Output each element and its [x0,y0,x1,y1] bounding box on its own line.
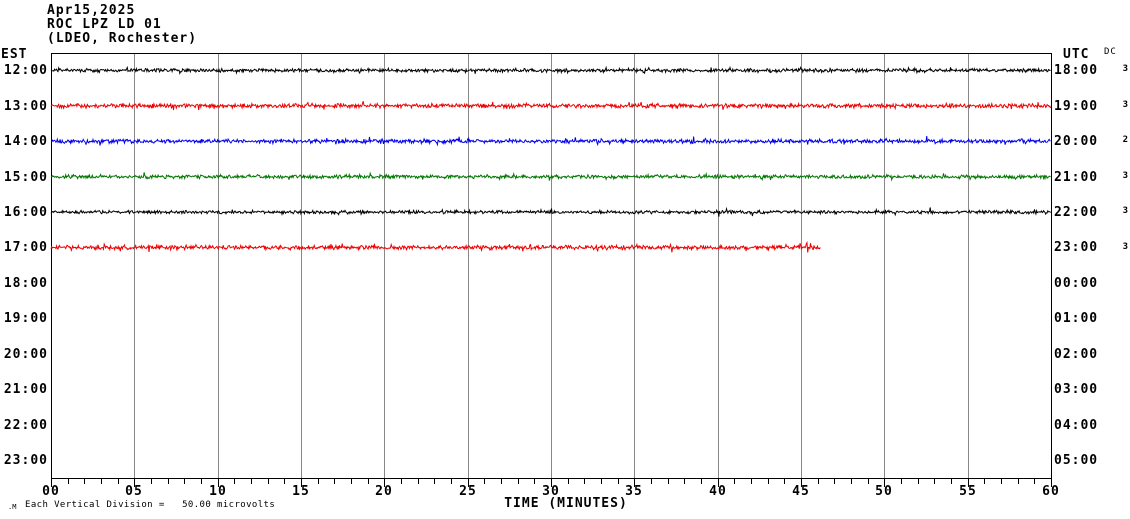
trace-17:00 [50,240,821,253]
dc-value: 3 [1122,100,1128,110]
x-tick-label: 50 [875,484,893,499]
est-time-label: 18:00 [3,276,48,291]
dc-value: 3 [1122,242,1128,252]
utc-time-label: 01:00 [1054,311,1099,326]
trace-13:00 [50,101,1052,111]
est-time-label: 17:00 [3,240,48,255]
x-tick-label: 40 [709,484,727,499]
est-time-label: 12:00 [3,63,48,78]
est-axis-label: EST [1,47,28,62]
dc-value: 2 [1122,135,1128,145]
trace-16:00 [50,206,1051,217]
dc-value: 3 [1122,64,1128,74]
x-tick-label: 05 [125,484,143,499]
header-station: ROC LPZ LD 01 [47,17,162,32]
x-tick-label: 10 [209,484,227,499]
trace-14:00 [50,135,1051,147]
x-tick-label: 55 [959,484,977,499]
est-time-label: 20:00 [3,347,48,362]
est-time-label: 23:00 [3,453,48,468]
utc-time-label: 00:00 [1054,276,1099,291]
est-time-label: 19:00 [3,311,48,326]
est-time-label: 21:00 [3,382,48,397]
est-time-label: 22:00 [3,418,48,433]
utc-time-label: 03:00 [1054,382,1099,397]
utc-time-label: 21:00 [1054,170,1099,185]
x-tick-label: 60 [1042,484,1060,499]
x-tick-label: 25 [459,484,477,499]
trace-15:00 [50,171,1051,182]
x-tick-label: 45 [792,484,810,499]
utc-time-label: 20:00 [1054,134,1099,149]
x-tick-label: 35 [625,484,643,499]
header-date: Apr15,2025 [47,3,136,18]
utc-time-label: 22:00 [1054,205,1099,220]
x-tick-label: 15 [292,484,310,499]
x-tick-label: 20 [375,484,393,499]
dc-value: 3 [1122,171,1128,181]
utc-time-label: 23:00 [1054,240,1099,255]
dc-value: 3 [1122,206,1128,216]
x-tick-label: 00 [42,484,60,499]
est-time-label: 13:00 [3,99,48,114]
est-time-label: 16:00 [3,205,48,220]
x-axis-label: TIME (MINUTES) [504,496,628,511]
header-location: (LDEO, Rochester) [47,31,198,46]
utc-time-label: 05:00 [1054,453,1099,468]
utc-time-label: 04:00 [1054,418,1099,433]
utc-time-label: 02:00 [1054,347,1099,362]
trace-12:00 [50,65,1051,76]
utc-time-label: 19:00 [1054,99,1099,114]
x-tick-label: 30 [542,484,560,499]
utc-axis-label: UTC [1063,47,1090,62]
est-time-label: 15:00 [3,170,48,185]
footer-mark: .M [8,503,17,511]
utc-time-label: 18:00 [1054,63,1099,78]
dc-column-label: DC [1104,47,1117,57]
est-time-label: 14:00 [3,134,48,149]
scale-note: Each Vertical Division = 50.00 microvolt… [25,500,276,510]
